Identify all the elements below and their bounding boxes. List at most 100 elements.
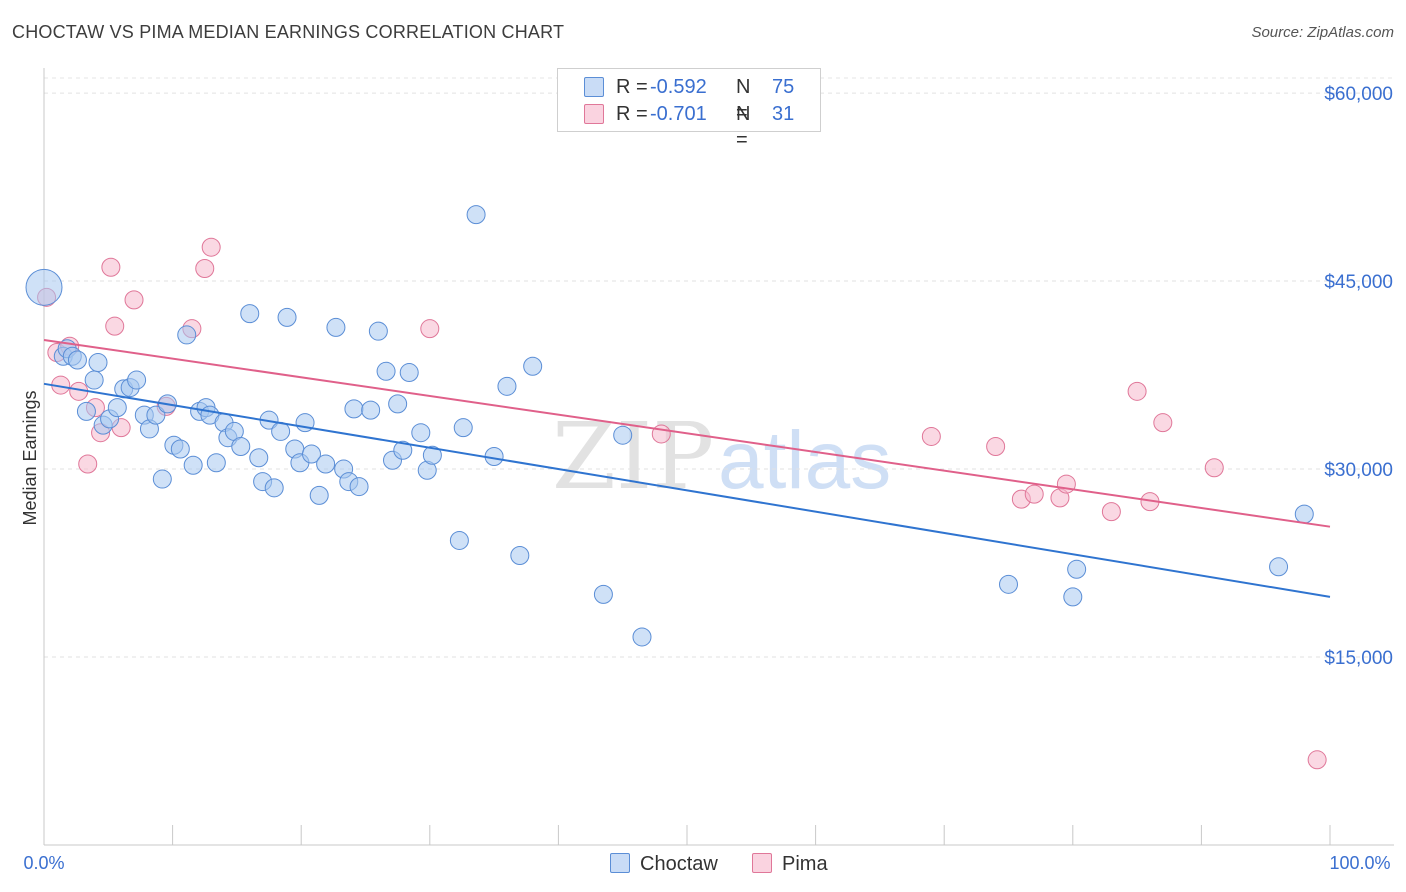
y-tick-label: $15,000: [1324, 648, 1393, 669]
choctaw-point: [152, 469, 172, 489]
choctaw-point: [127, 370, 147, 390]
pima-point: [1307, 750, 1327, 770]
y-tick-label: $45,000: [1324, 272, 1393, 293]
choctaw-point: [361, 400, 381, 420]
legend-n-value: 75: [772, 76, 795, 98]
choctaw-point: [388, 394, 408, 414]
choctaw-point: [25, 268, 63, 306]
legend-r-value: -0.592: [650, 76, 707, 98]
choctaw-point: [632, 627, 652, 647]
axes: [43, 68, 1394, 846]
pima-point: [420, 319, 440, 339]
legend-n-label: N =: [736, 76, 751, 124]
pima-point: [195, 259, 215, 279]
pima-point: [1056, 474, 1076, 494]
pima-point: [101, 257, 121, 277]
x-ticks: [43, 825, 1331, 845]
choctaw-point: [301, 444, 321, 464]
choctaw-point: [368, 321, 388, 341]
x-tick-label-max: 100.0%: [1329, 853, 1390, 873]
pima-point: [201, 237, 221, 257]
choctaw-point: [393, 440, 413, 460]
legend-n-label: N =: [736, 103, 751, 151]
choctaw-point: [183, 455, 203, 475]
legend: R = -0.592 N = 75 R = -0.701 N = 31: [557, 68, 821, 151]
pima-trend-line: [43, 338, 1331, 528]
choctaw-point: [240, 304, 260, 324]
legend-r-label: R =: [616, 103, 648, 125]
choctaw-point: [1269, 557, 1289, 577]
choctaw-point: [422, 445, 442, 465]
choctaw-point: [146, 405, 166, 425]
choctaw-point: [206, 453, 226, 473]
choctaw-point: [349, 477, 369, 497]
choctaw-point: [593, 584, 613, 604]
choctaw-trend-line: [43, 382, 1331, 598]
choctaw-point: [249, 448, 269, 468]
choctaw-point: [466, 205, 486, 225]
choctaw-point: [497, 376, 517, 396]
choctaw-point: [67, 350, 87, 370]
pima-point: [124, 290, 144, 310]
pima-point: [1153, 413, 1173, 433]
trend-lines: [43, 338, 1331, 598]
choctaw-point: [177, 325, 197, 345]
y-axis-label: Median Earnings: [20, 390, 40, 525]
y-tick-label: $30,000: [1324, 460, 1393, 481]
choctaw-point: [453, 418, 473, 438]
choctaw-point: [411, 423, 431, 443]
choctaw-points: [25, 205, 1314, 647]
choctaw-legend-swatch: [610, 853, 630, 873]
bottom-legend-choctaw: Choctaw: [610, 852, 718, 876]
choctaw-point: [271, 421, 291, 441]
choctaw-point: [1294, 504, 1314, 524]
gridlines: [44, 77, 1394, 658]
choctaw-swatch: [584, 77, 604, 97]
pima-legend-label: Pima: [782, 853, 828, 875]
source-label: Source: ZipAtlas.com: [1251, 24, 1394, 41]
pima-point: [78, 454, 98, 474]
choctaw-point: [309, 485, 329, 505]
x-tick-label-min: 0.0%: [23, 853, 64, 873]
pima-point: [1204, 458, 1224, 478]
choctaw-point: [510, 546, 530, 566]
pima-point: [986, 436, 1006, 456]
choctaw-point: [170, 439, 190, 459]
pima-point: [921, 426, 941, 446]
choctaw-point: [523, 356, 543, 376]
choctaw-point: [84, 370, 104, 390]
y-tick-label: $60,000: [1324, 84, 1393, 105]
chart-title: CHOCTAW VS PIMA MEDIAN EARNINGS CORRELAT…: [12, 22, 565, 42]
choctaw-point: [88, 353, 108, 373]
choctaw-point: [399, 363, 419, 383]
choctaw-point: [231, 436, 251, 456]
watermark-zip: ZIP: [552, 403, 714, 510]
choctaw-point: [277, 307, 297, 327]
y-tick-labels: $60,000 $45,000 $30,000 $15,000: [1324, 84, 1393, 669]
choctaw-point: [344, 399, 364, 419]
choctaw-legend-label: Choctaw: [640, 853, 718, 875]
legend-r-label: R =: [616, 76, 648, 98]
pima-swatch: [584, 104, 604, 124]
choctaw-point: [107, 398, 127, 418]
choctaw-point: [264, 478, 284, 498]
pima-point: [1024, 484, 1044, 504]
choctaw-point: [76, 401, 96, 421]
pima-point: [1101, 502, 1121, 522]
pima-point: [105, 316, 125, 336]
bottom-legend-pima: Pima: [752, 852, 828, 876]
pima-point: [651, 424, 671, 444]
watermark-atlas: atlas: [718, 415, 891, 506]
pima-point: [1127, 381, 1147, 401]
choctaw-point: [449, 530, 469, 550]
choctaw-point: [999, 574, 1018, 594]
choctaw-point: [376, 361, 396, 381]
choctaw-point: [1063, 587, 1083, 607]
legend-n-value: 31: [772, 103, 795, 125]
choctaw-point: [316, 454, 336, 474]
choctaw-point: [326, 317, 346, 337]
legend-r-value: -0.701: [650, 103, 707, 125]
pima-legend-swatch: [752, 853, 772, 873]
choctaw-point: [1067, 559, 1087, 579]
